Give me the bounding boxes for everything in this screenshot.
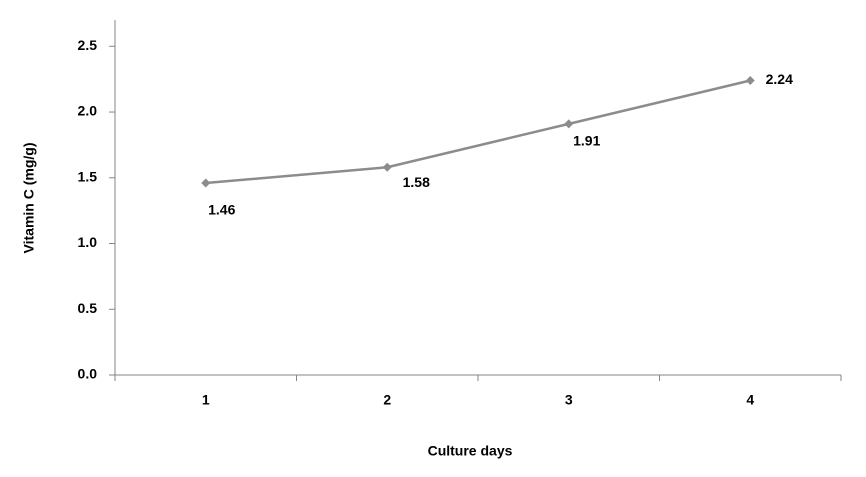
data-label: 1.58 [403,174,430,190]
y-tick-label: 1.5 [78,168,98,184]
x-tick-label: 2 [383,392,391,408]
y-tick-label: 0.5 [78,300,98,316]
y-tick-label: 1.0 [78,234,98,250]
x-tick-label: 1 [202,392,210,408]
data-label: 2.24 [766,71,793,87]
x-axis-title: Culture days [428,443,513,459]
y-tick-label: 0.0 [78,366,98,382]
y-tick-label: 2.5 [78,37,98,53]
data-point [745,75,755,85]
y-axis-title: Vitamin C (mg/g) [21,143,37,254]
y-tick-label: 2.0 [78,103,98,119]
series-line [205,79,751,185]
data-point [564,119,574,129]
x-tick-label: 3 [565,392,573,408]
x-tick-label: 4 [746,392,754,408]
data-point [382,162,392,172]
data-label: 1.91 [573,133,600,149]
data-point [201,178,211,188]
data-label: 1.46 [208,202,235,218]
